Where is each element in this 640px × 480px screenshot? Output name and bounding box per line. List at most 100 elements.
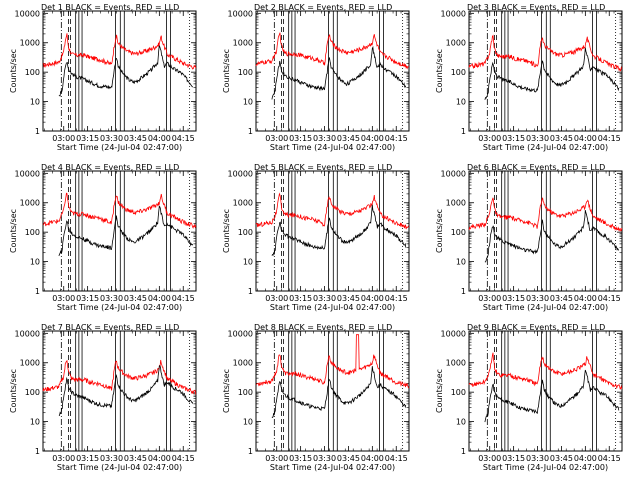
y-tick-label: 10 xyxy=(30,258,40,267)
x-tick-label: 04:00 xyxy=(148,294,171,303)
y-axis-label: Counts/sec xyxy=(222,209,231,253)
chart-title: Det 5 BLACK = Events, RED = LLD xyxy=(254,163,392,172)
y-tick-label: 1000 xyxy=(233,39,253,48)
x-tick-label: 03:45 xyxy=(337,134,360,143)
lld-series-line xyxy=(42,359,197,395)
y-tick-label: 1000 xyxy=(20,359,40,368)
x-tick-label: 04:00 xyxy=(361,134,384,143)
y-tick-label: 10000 xyxy=(228,9,253,18)
x-axis-label: Start Time (24-Jul-04 02:47:00) xyxy=(270,143,395,152)
events-series-line xyxy=(484,47,620,100)
y-tick-label: 1000 xyxy=(20,199,40,208)
events-series-line xyxy=(271,204,407,256)
x-tick-label: 04:00 xyxy=(574,454,597,463)
x-tick-label: 03:45 xyxy=(124,294,147,303)
chart-title: Det 4 BLACK = Events, RED = LLD xyxy=(41,163,179,172)
lld-series-line xyxy=(468,34,623,72)
x-tick-label: 03:00 xyxy=(52,134,75,143)
chart-title: Det 8 BLACK = Events, RED = LLD xyxy=(254,323,392,332)
lld-series-line xyxy=(255,32,410,70)
y-tick-label: 100 xyxy=(238,228,253,237)
y-tick-label: 1 xyxy=(461,127,466,136)
y-tick-label: 100 xyxy=(25,388,40,397)
plot-frame xyxy=(255,330,410,452)
y-tick-label: 1000 xyxy=(20,39,40,48)
y-tick-label: 10 xyxy=(30,98,40,107)
x-tick-label: 04:15 xyxy=(172,294,195,303)
chart-svg: Det 4 BLACK = Events, RED = LLD 1 10 100 100… xyxy=(9,163,197,312)
chart-svg: Det 8 BLACK = Events, RED = LLD 1 10 100 100… xyxy=(222,323,410,472)
chart-panel: Det 5 BLACK = Events, RED = LLD 1 10 100 100… xyxy=(213,160,426,320)
events-series-line xyxy=(271,45,407,100)
chart-panel: Det 7 BLACK = Events, RED = LLD 1 10 100 100… xyxy=(0,320,213,480)
y-tick-label: 10000 xyxy=(228,169,253,178)
y-tick-label: 10000 xyxy=(15,169,40,178)
y-tick-label: 1000 xyxy=(233,359,253,368)
y-tick-label: 10000 xyxy=(441,169,466,178)
chart-panel: Det 1 BLACK = Events, RED = LLD 1 10 100 100… xyxy=(0,0,213,160)
x-axis-label: Start Time (24-Jul-04 02:47:00) xyxy=(270,463,395,472)
x-tick-label: 03:30 xyxy=(313,294,336,303)
plot-frame xyxy=(468,330,623,452)
y-tick-label: 1000 xyxy=(446,199,466,208)
y-tick-label: 10 xyxy=(243,98,253,107)
chart-panel: Det 9 BLACK = Events, RED = LLD 1 10 100 100… xyxy=(426,320,639,480)
x-tick-label: 03:15 xyxy=(502,454,525,463)
y-tick-label: 10000 xyxy=(15,9,40,18)
y-tick-label: 100 xyxy=(25,228,40,237)
chart-title: Det 1 BLACK = Events, RED = LLD xyxy=(41,3,179,12)
y-tick-label: 1 xyxy=(35,287,40,296)
lld-series-line xyxy=(42,33,197,70)
chart-title: Det 7 BLACK = Events, RED = LLD xyxy=(41,323,179,332)
chart-svg: Det 7 BLACK = Events, RED = LLD 1 10 100 100… xyxy=(9,323,197,472)
x-tick-label: 04:00 xyxy=(361,454,384,463)
x-tick-label: 03:15 xyxy=(289,454,312,463)
x-axis-label: Start Time (24-Jul-04 02:47:00) xyxy=(57,463,182,472)
x-tick-label: 04:15 xyxy=(598,294,621,303)
chart-svg: Det 1 BLACK = Events, RED = LLD 1 10 100 100… xyxy=(9,3,197,152)
x-axis-label: Start Time (24-Jul-04 02:47:00) xyxy=(483,143,608,152)
x-axis-label: Start Time (24-Jul-04 02:47:00) xyxy=(57,303,182,312)
y-tick-label: 1 xyxy=(35,127,40,136)
y-tick-label: 100 xyxy=(238,68,253,77)
events-series-line xyxy=(58,205,194,257)
y-tick-label: 1 xyxy=(461,447,466,456)
events-series-line xyxy=(58,365,194,416)
plot-frame xyxy=(42,170,197,292)
lld-series-line xyxy=(255,334,410,389)
y-tick-label: 1 xyxy=(248,447,253,456)
plot-frame xyxy=(255,10,410,132)
x-tick-label: 03:45 xyxy=(124,134,147,143)
plot-frame xyxy=(42,10,197,132)
x-tick-label: 03:15 xyxy=(76,454,99,463)
x-tick-label: 03:45 xyxy=(337,294,360,303)
x-axis-label: Start Time (24-Jul-04 02:47:00) xyxy=(57,143,182,152)
y-tick-label: 1 xyxy=(461,287,466,296)
x-tick-label: 03:45 xyxy=(550,454,573,463)
y-axis-label: Counts/sec xyxy=(222,369,231,413)
y-axis-label: Counts/sec xyxy=(9,49,18,93)
chart-panel: Det 4 BLACK = Events, RED = LLD 1 10 100 100… xyxy=(0,160,213,320)
x-tick-label: 03:30 xyxy=(526,134,549,143)
x-tick-label: 04:15 xyxy=(598,134,621,143)
chart-title: Det 9 BLACK = Events, RED = LLD xyxy=(467,323,605,332)
x-tick-label: 03:00 xyxy=(265,454,288,463)
x-axis-label: Start Time (24-Jul-04 02:47:00) xyxy=(270,303,395,312)
chart-title: Det 2 BLACK = Events, RED = LLD xyxy=(254,3,392,12)
y-tick-label: 100 xyxy=(25,68,40,77)
lld-series-line xyxy=(468,352,623,390)
x-tick-label: 03:30 xyxy=(100,454,123,463)
x-tick-label: 03:45 xyxy=(550,134,573,143)
y-tick-label: 10 xyxy=(243,418,253,427)
x-tick-label: 03:00 xyxy=(478,294,501,303)
events-series-line xyxy=(58,45,194,97)
y-tick-label: 1000 xyxy=(446,359,466,368)
y-tick-label: 10000 xyxy=(441,9,466,18)
x-tick-label: 03:15 xyxy=(76,294,99,303)
x-tick-label: 04:00 xyxy=(361,294,384,303)
chart-panel: Det 8 BLACK = Events, RED = LLD 1 10 100 100… xyxy=(213,320,426,480)
x-tick-label: 03:30 xyxy=(313,134,336,143)
y-tick-label: 1000 xyxy=(233,199,253,208)
y-tick-label: 1000 xyxy=(446,39,466,48)
plot-frame xyxy=(42,330,197,452)
